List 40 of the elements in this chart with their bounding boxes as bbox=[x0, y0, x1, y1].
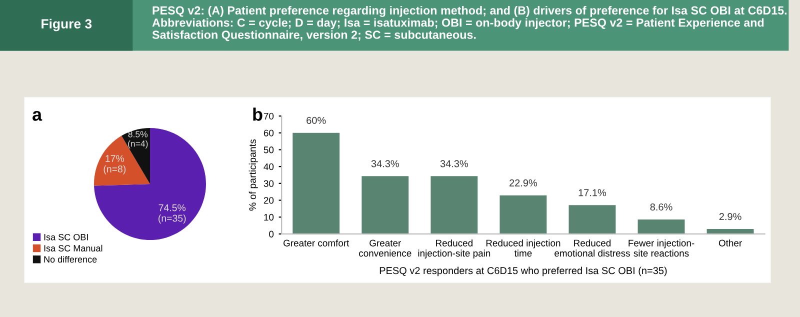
y-axis-title: % of participants bbox=[248, 139, 258, 211]
data-label: 8.5% (n=4) bbox=[128, 131, 148, 148]
y-tick-label: 10 bbox=[264, 214, 274, 221]
y-tick-label: 20 bbox=[264, 197, 274, 204]
legend-label: No difference bbox=[44, 256, 97, 263]
x-tick-label: Fewer injection- site reactions bbox=[628, 240, 694, 257]
chart-title: b bbox=[253, 108, 262, 121]
bar bbox=[638, 219, 685, 234]
pie-slice bbox=[94, 136, 150, 186]
data-label: 34.3% bbox=[440, 160, 468, 168]
data-label: 60% bbox=[306, 116, 326, 124]
x-tick-label: Other bbox=[718, 240, 742, 246]
text: PESQ v2: (A) Patient preference regarding injection method; and (B) drivers of preference for Isa SC OBI at C6D15. Abbreviations: C = cycle; D = day; Isa = isatuximab; OBI = on-body injector; PESQ v2 = Patient Experience and Satisfaction Questionnaire, version 2; SC = subcutaneous. bbox=[152, 6, 787, 42]
bar bbox=[430, 176, 478, 234]
x-axis-title: PESQ v2 responders at C6D15 who preferred Isa SC OBI (n=35) bbox=[380, 266, 667, 276]
bar bbox=[568, 205, 616, 234]
y-tick-label: 40 bbox=[264, 163, 274, 170]
bar bbox=[362, 176, 409, 234]
data-label: 17.1% bbox=[578, 189, 606, 196]
bar bbox=[706, 229, 754, 234]
x-tick-label: Greater convenience bbox=[359, 240, 412, 257]
legend-label: Isa SC Manual bbox=[44, 244, 102, 252]
data-label: 17% (n=8) bbox=[104, 155, 126, 174]
y-tick-label: 50 bbox=[264, 146, 274, 154]
data-label: 2.9% bbox=[719, 213, 742, 220]
y-tick-label: 30 bbox=[264, 180, 274, 187]
chart-title: a bbox=[32, 110, 42, 121]
y-tick-label: 70 bbox=[264, 112, 274, 120]
y-tick-label: 60 bbox=[264, 130, 274, 136]
bar bbox=[500, 195, 547, 234]
data-label: 34.3% bbox=[371, 160, 399, 168]
data-label: 74.5% (n=35) bbox=[158, 204, 186, 224]
y-tick-label: 0 bbox=[269, 230, 274, 238]
pie-slice bbox=[94, 128, 206, 240]
x-tick-label: Greater comfort bbox=[284, 240, 350, 246]
legend-label: Isa SC OBI bbox=[44, 234, 88, 240]
bar bbox=[292, 132, 340, 234]
caption: Figure 3 bbox=[42, 18, 92, 32]
data-label: 22.9% bbox=[510, 179, 538, 186]
data-label: 8.6% bbox=[650, 203, 672, 211]
